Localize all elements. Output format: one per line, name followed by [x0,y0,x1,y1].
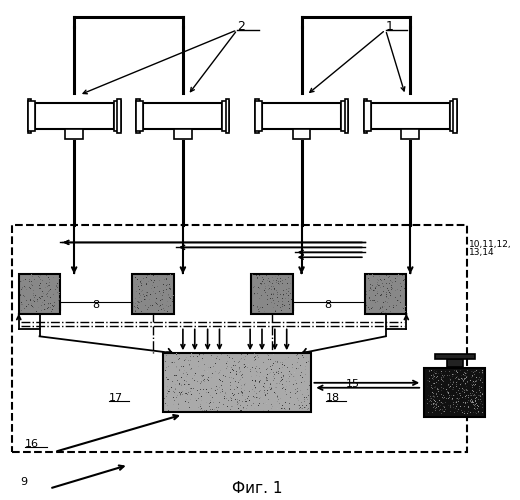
Bar [364,99,367,132]
Text: 18: 18 [326,392,341,402]
Text: 8: 8 [92,300,99,310]
Text: 16: 16 [25,439,38,449]
Bar [450,101,457,130]
Bar [447,359,463,367]
Text: 13,14: 13,14 [469,248,494,258]
Text: 10,11,12,: 10,11,12, [469,240,511,250]
Bar [424,368,486,418]
Bar [136,101,144,130]
Text: 9: 9 [20,476,27,486]
Text: 2: 2 [237,20,245,33]
Bar [35,103,114,128]
Text: Фиг. 1: Фиг. 1 [232,481,282,496]
Bar [28,99,31,132]
Bar [117,99,121,132]
Bar [364,101,371,130]
Bar [345,99,348,132]
Bar [341,101,348,130]
Bar [144,103,223,128]
Bar [226,99,229,132]
Bar [12,224,466,452]
Text: 17: 17 [109,392,123,402]
Bar [223,101,229,130]
Bar [401,128,419,138]
Bar [136,99,140,132]
Text: 1: 1 [385,20,394,33]
Bar [262,103,341,128]
Bar [114,101,121,130]
Text: 15: 15 [346,379,360,389]
Bar [371,103,450,128]
Bar [251,274,293,314]
Bar [163,353,311,412]
Bar [174,128,192,138]
Bar [133,274,174,314]
Bar [19,274,60,314]
Bar [435,354,475,359]
Bar [365,274,406,314]
Bar [255,101,262,130]
Text: 8: 8 [324,300,331,310]
Bar [28,101,35,130]
Bar [65,128,83,138]
Bar [293,128,310,138]
Bar [453,99,457,132]
Bar [255,99,258,132]
